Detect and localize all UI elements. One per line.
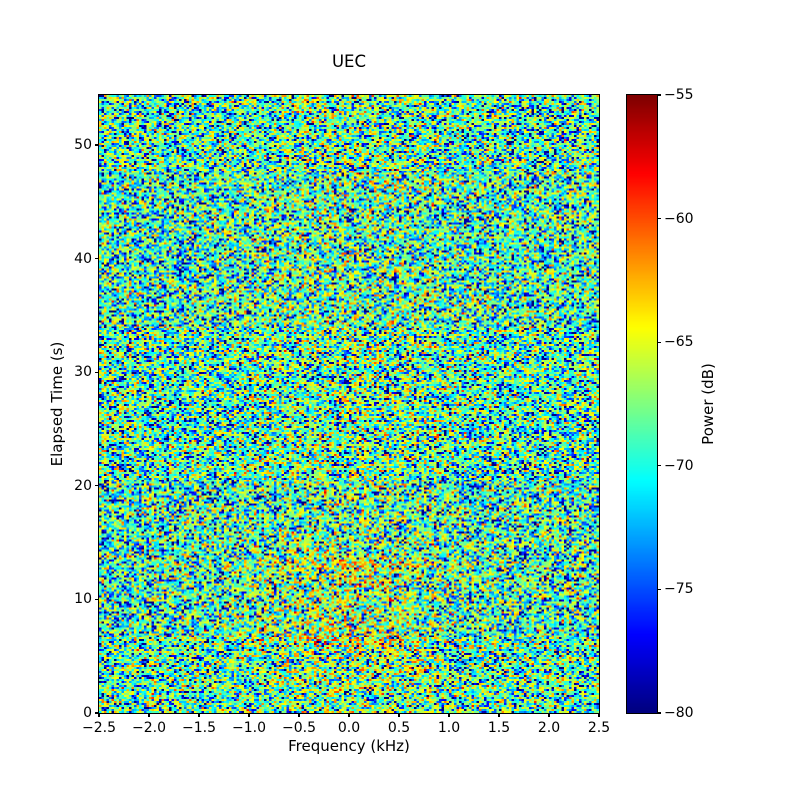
y-tick-mark xyxy=(95,257,99,260)
colorbar-tick-mark xyxy=(657,465,661,467)
colorbar-tick-mark xyxy=(657,218,661,220)
y-tick-label: 10 xyxy=(74,591,92,608)
x-tick-mark xyxy=(398,713,400,717)
x-tick-label: 1.0 xyxy=(437,720,461,736)
x-tick-mark xyxy=(148,713,150,717)
y-tick-label: 30 xyxy=(74,364,92,381)
x-tick-label: 1.5 xyxy=(487,720,511,736)
colorbar-tick-label: −65 xyxy=(664,334,694,351)
x-tick-label: −1.5 xyxy=(182,720,216,736)
y-tick-label: 20 xyxy=(74,477,92,494)
x-tick-mark xyxy=(548,713,550,717)
colorbar-gradient xyxy=(627,95,657,713)
colorbar-tick-label: −60 xyxy=(664,210,694,227)
colorbar-label: Power (dB) xyxy=(699,363,717,445)
spectrogram-canvas xyxy=(99,95,599,713)
x-tick-mark xyxy=(348,713,350,717)
y-tick-label: 40 xyxy=(74,250,92,267)
y-tick-mark xyxy=(95,371,99,373)
x-tick-mark xyxy=(298,713,300,717)
colorbar-tick-label: −70 xyxy=(664,457,694,474)
x-tick-mark xyxy=(98,713,100,717)
colorbar-tick-label: −80 xyxy=(664,705,694,721)
x-tick-label: 2.5 xyxy=(587,720,611,736)
x-tick-label: 2.0 xyxy=(537,720,561,736)
y-tick-mark xyxy=(95,712,99,714)
x-tick-mark xyxy=(248,713,250,717)
y-tick-label: 50 xyxy=(74,136,92,153)
x-tick-label: 0.0 xyxy=(337,720,361,736)
y-axis-label: Elapsed Time (s) xyxy=(48,341,66,467)
y-tick-mark xyxy=(95,144,99,146)
colorbar-tick-label: −75 xyxy=(664,581,694,598)
x-tick-mark xyxy=(498,713,500,717)
colorbar-tick-label: −55 xyxy=(664,87,694,103)
x-tick-label: −2.5 xyxy=(82,720,116,736)
chart-title: UEC xyxy=(331,52,367,71)
x-tick-label: −0.5 xyxy=(282,720,316,736)
x-tick-mark xyxy=(198,713,200,717)
x-tick-label: −2.0 xyxy=(132,720,166,736)
x-tick-label: −1.0 xyxy=(232,720,266,736)
colorbar-tick-mark xyxy=(657,588,661,590)
colorbar-tick-mark xyxy=(657,341,661,343)
x-tick-label: 0.5 xyxy=(387,720,411,736)
y-tick-mark xyxy=(95,485,99,487)
colorbar-tick-mark xyxy=(657,712,661,714)
x-tick-mark xyxy=(448,713,450,717)
colorbar-tick-mark xyxy=(657,94,661,96)
x-tick-mark xyxy=(598,713,600,717)
y-tick-mark xyxy=(95,598,99,600)
y-tick-label: 0 xyxy=(83,705,92,721)
x-axis-label: Frequency (kHz) xyxy=(288,737,410,755)
